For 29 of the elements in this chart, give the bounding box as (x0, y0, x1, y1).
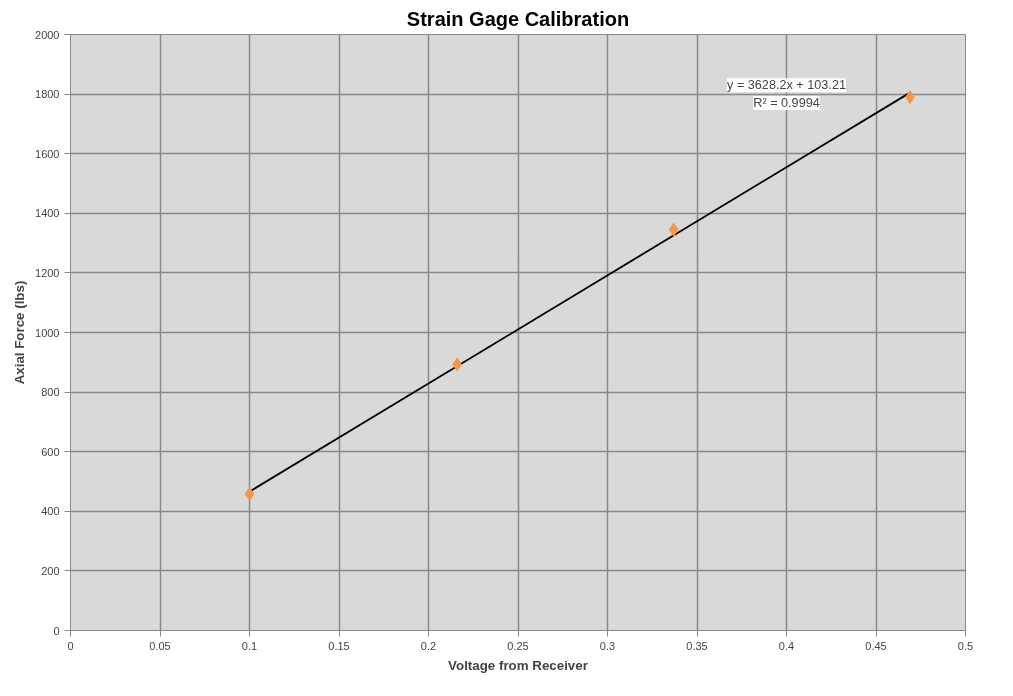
y-tick-label: 1000 (35, 326, 60, 339)
x-tick-label: 0.05 (149, 639, 171, 652)
x-tick-label: 0.15 (328, 639, 350, 652)
x-tick-label: 0.2 (420, 639, 437, 652)
y-tick-label: 800 (41, 386, 60, 399)
y-tick-label: 1200 (35, 266, 60, 279)
y-tick-label: 1400 (35, 207, 60, 220)
y-tick-label: 1800 (35, 88, 60, 101)
point (668, 222, 679, 237)
x-tick-label: 0.5 (957, 639, 974, 652)
x-tick-label: 0 (67, 639, 74, 652)
x-tick-label: 0.25 (507, 639, 529, 652)
y-tick-label: 400 (41, 505, 60, 518)
y-axis-title: Axial Force (lbs) (12, 280, 28, 385)
annotation: y = 3628.2x + 103.21 (727, 78, 846, 93)
x-tick-label: 0.3 (599, 639, 616, 652)
x-tick-label: 0.4 (778, 639, 795, 652)
x-tick-label: 0.45 (865, 639, 887, 652)
y-tick-label: 600 (41, 445, 60, 458)
chart-title: Strain Gage Calibration (406, 7, 630, 30)
y-tick-label: 200 (41, 564, 60, 577)
y-tick-label: 0 (53, 624, 60, 637)
x-tick-label: 0.1 (241, 639, 258, 652)
point (244, 487, 255, 502)
x-axis-title: Voltage from Receiver (448, 657, 588, 673)
x-tick-label: 0.35 (686, 639, 708, 652)
y-tick-label: 2000 (35, 28, 60, 41)
y-tick-label: 1600 (35, 147, 60, 160)
annotation: R² = 0.9994 (753, 96, 820, 111)
